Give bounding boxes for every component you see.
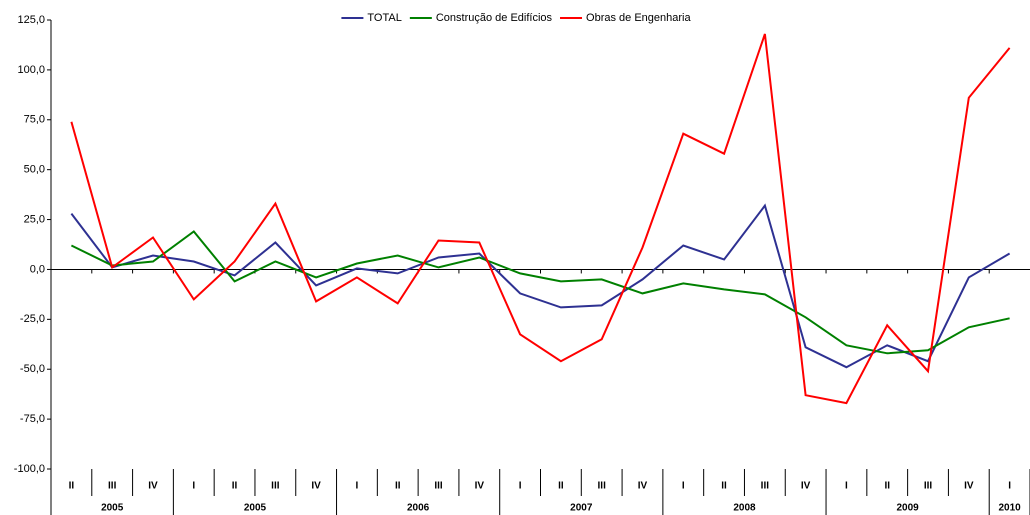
series-line: [70, 33, 1011, 405]
x-tick-label: III: [761, 481, 770, 492]
x-tick-label: II: [721, 481, 727, 492]
group-label: 2005: [101, 503, 124, 514]
x-tick-label: I: [845, 481, 848, 492]
x-tick-label: I: [192, 481, 195, 492]
y-tick-label: -50,0: [20, 363, 45, 375]
y-tick-label: -25,0: [20, 313, 45, 325]
legend-label: Construção de Edifícios: [436, 12, 553, 24]
y-tick-label: 25,0: [24, 213, 45, 225]
y-tick-label: 75,0: [24, 114, 45, 126]
group-label: 2008: [733, 503, 756, 514]
x-tick-label: II: [69, 481, 75, 492]
x-tick-label: IV: [964, 481, 974, 492]
y-tick-label: 50,0: [24, 164, 45, 176]
series-line: [70, 230, 1010, 355]
x-tick-label: IV: [475, 481, 485, 492]
x-tick-label: III: [924, 481, 933, 492]
x-tick-label: IV: [148, 481, 158, 492]
x-tick-label: I: [1008, 481, 1011, 492]
group-label: 2007: [570, 503, 593, 514]
legend-label: TOTAL: [367, 12, 401, 24]
y-tick-label: 100,0: [17, 64, 45, 76]
x-tick-label: I: [519, 481, 522, 492]
y-tick-label: -75,0: [20, 413, 45, 425]
y-tick-label: -100,0: [14, 463, 45, 475]
y-tick-label: 0,0: [30, 263, 45, 275]
series-line: [70, 203, 1011, 369]
x-tick-label: III: [598, 481, 607, 492]
group-label: 2006: [407, 503, 430, 514]
x-tick-label: IV: [801, 481, 811, 492]
group-label: 2009: [897, 503, 920, 514]
group-label: 2010: [998, 503, 1021, 514]
legend-label: Obras de Engenharia: [586, 12, 691, 24]
x-tick-label: II: [395, 481, 401, 492]
x-tick-label: IV: [638, 481, 648, 492]
x-tick-label: I: [356, 481, 359, 492]
x-tick-label: I: [682, 481, 685, 492]
x-tick-label: III: [271, 481, 280, 492]
x-tick-label: IV: [311, 481, 321, 492]
x-tick-label: II: [884, 481, 890, 492]
y-tick-label: 125,0: [17, 14, 45, 26]
x-tick-label: II: [232, 481, 238, 492]
group-label: 2005: [244, 503, 267, 514]
x-tick-label: III: [108, 481, 117, 492]
x-tick-label: II: [558, 481, 564, 492]
x-tick-label: III: [434, 481, 443, 492]
